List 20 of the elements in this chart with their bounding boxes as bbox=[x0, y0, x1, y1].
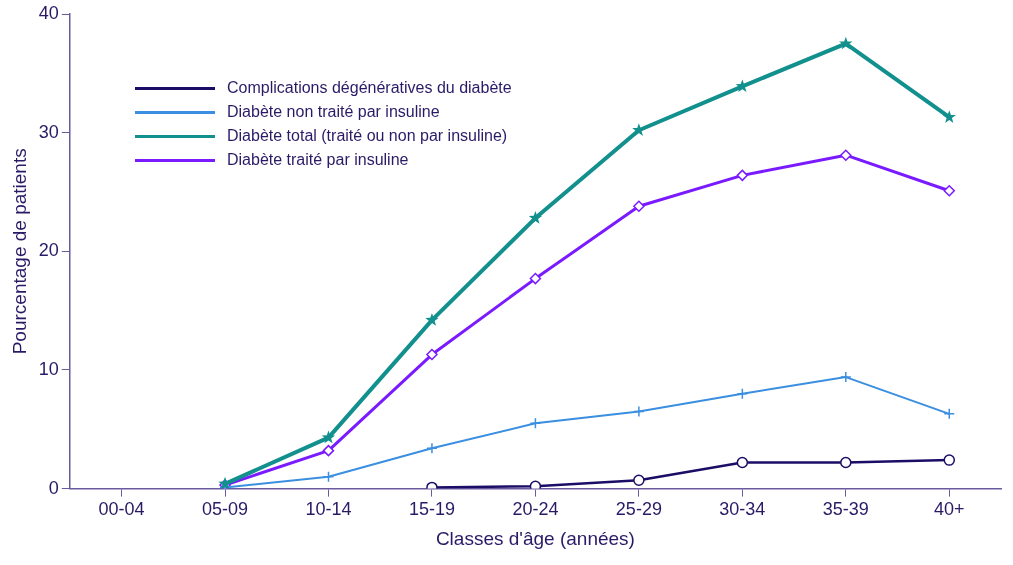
legend-label: Diabète non traité par insuline bbox=[227, 103, 440, 121]
x-axis-title: Classes d'âge (années) bbox=[435, 527, 635, 549]
x-tick-label: 20-24 bbox=[512, 499, 559, 520]
y-tick-label: 30 bbox=[38, 121, 59, 142]
x-tick-label: 15-19 bbox=[408, 499, 455, 520]
legend-label: Complications dégénératives du diabète bbox=[227, 79, 512, 97]
x-tick-label: 35-39 bbox=[822, 499, 869, 520]
y-axis-title: Pourcentage de patients bbox=[8, 148, 30, 355]
legend-label: Diabète traité par insuline bbox=[227, 151, 409, 169]
legend-label: Diabète total (traité ou non par insuline) bbox=[227, 127, 508, 145]
x-tick-label: 30-34 bbox=[719, 499, 766, 520]
y-tick-label: 20 bbox=[38, 240, 59, 261]
y-tick-label: 0 bbox=[48, 477, 59, 498]
x-tick-label: 00-04 bbox=[98, 499, 145, 520]
y-tick-label: 40 bbox=[38, 2, 59, 23]
y-tick-label: 10 bbox=[38, 358, 59, 379]
x-tick-label: 10-14 bbox=[305, 499, 352, 520]
x-tick-label: 05-09 bbox=[201, 499, 249, 520]
x-tick-label: 25-29 bbox=[615, 499, 662, 520]
x-tick-label: 40+ bbox=[933, 499, 965, 520]
